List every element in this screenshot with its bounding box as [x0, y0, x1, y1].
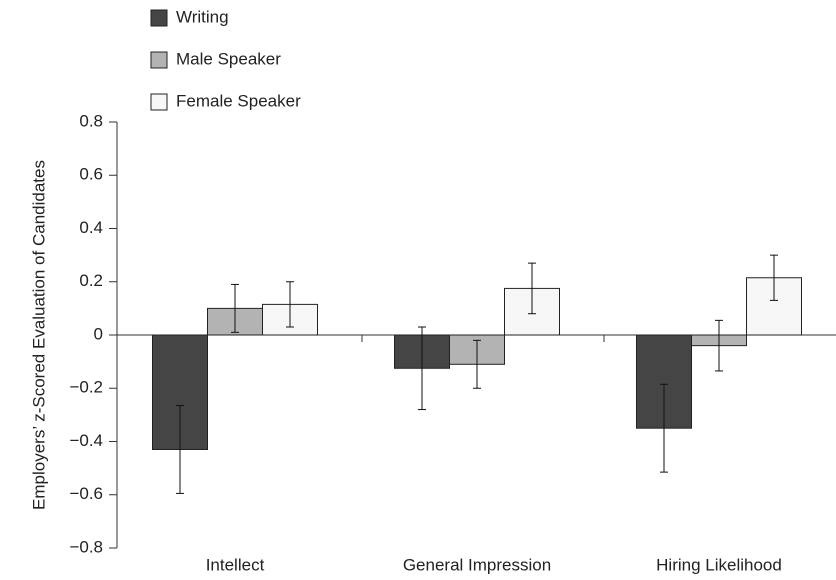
error-bar: [715, 319, 723, 372]
error-bar: [176, 405, 184, 494]
legend-label: Female Speaker: [176, 91, 301, 110]
x-tick-label: Intellect: [206, 555, 265, 574]
error-bar: [528, 262, 536, 315]
y-tick-label: −0.6: [69, 484, 103, 503]
y-tick-label: 0: [94, 324, 103, 343]
error-bar: [418, 326, 426, 411]
legend-swatch: [150, 93, 168, 111]
y-tick-label: 0.4: [79, 218, 103, 237]
y-tick-label: −0.8: [69, 537, 103, 556]
error-bar: [770, 254, 778, 301]
error-bar: [660, 383, 668, 473]
y-axis-label: Employers’ z-Scored Evaluation of Candid…: [29, 160, 48, 510]
y-tick-label: −0.4: [69, 431, 103, 450]
legend-swatch: [150, 51, 168, 69]
error-bar: [286, 281, 294, 328]
y-tick-label: 0.2: [79, 271, 103, 290]
error-bar: [473, 339, 481, 389]
error-bar: [231, 283, 239, 333]
x-tick-label: General Impression: [403, 555, 551, 574]
legend-swatch: [150, 9, 168, 27]
y-tick-label: 0.8: [79, 111, 103, 130]
legend-label: Writing: [176, 7, 229, 26]
legend-label: Male Speaker: [176, 49, 281, 68]
y-tick-label: 0.6: [79, 165, 103, 184]
y-tick-label: −0.2: [69, 378, 103, 397]
x-tick-label: Hiring Likelihood: [656, 555, 782, 574]
